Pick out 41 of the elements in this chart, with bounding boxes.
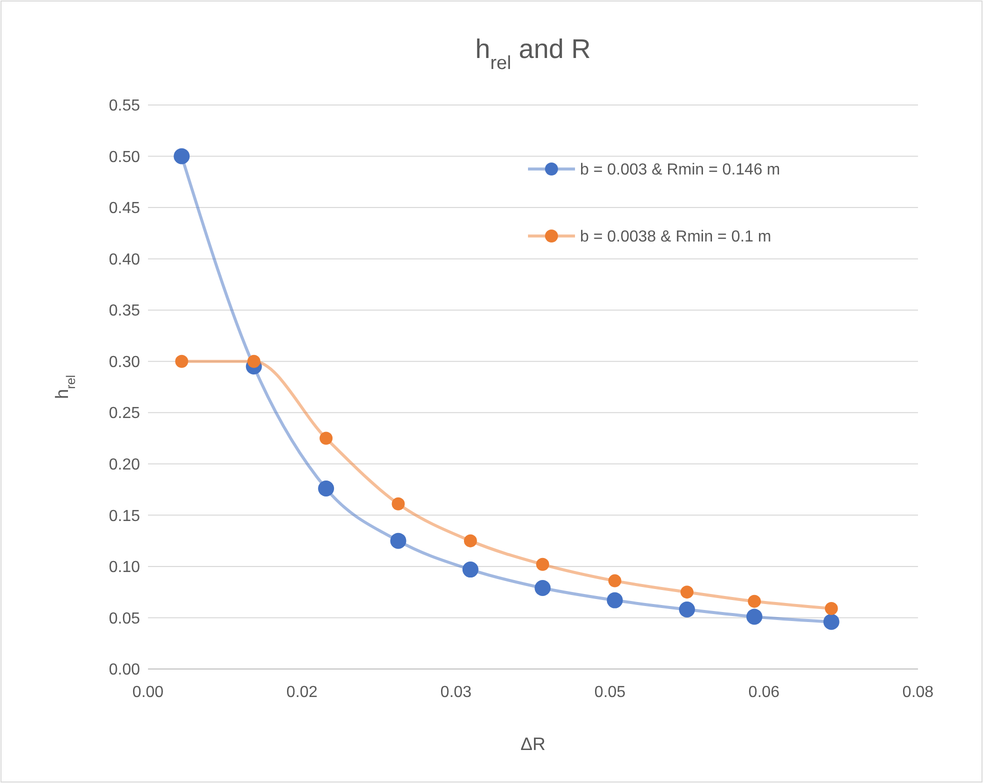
point xyxy=(320,432,333,445)
point xyxy=(462,562,478,578)
x-tick-label: 0.05 xyxy=(594,684,626,701)
x-tick-label: 0.06 xyxy=(748,684,780,701)
point xyxy=(534,580,551,596)
point xyxy=(823,614,840,630)
point xyxy=(247,354,260,368)
legend-label: b = 0.003 & Rmin = 0.146 m xyxy=(580,162,780,179)
y-tick-label: 0.00 xyxy=(108,662,140,679)
point xyxy=(175,354,188,368)
point xyxy=(679,602,695,618)
legend-label: b = 0.0038 & Rmin = 0.1 m xyxy=(580,228,772,246)
y-tick-label: 0.15 xyxy=(108,508,140,525)
x-tick-label: 0.02 xyxy=(286,684,318,701)
x-tick-label: 0.03 xyxy=(440,684,472,701)
x-axis-title: ΔR xyxy=(520,734,546,754)
y-tick-label: 0.20 xyxy=(108,456,140,474)
chart-title: h$_{rel}$ and R xyxy=(475,34,591,74)
y-tick-label: 0.40 xyxy=(108,251,140,268)
y-tick-label: 0.50 xyxy=(108,148,140,166)
point xyxy=(680,586,694,599)
point xyxy=(536,558,550,571)
y-tick-label: 0.30 xyxy=(108,354,140,371)
point xyxy=(824,602,838,615)
x-tick-label: 0.00 xyxy=(132,684,164,701)
point xyxy=(746,608,762,625)
point xyxy=(464,534,477,548)
y-tick-label: 0.35 xyxy=(108,302,140,320)
point xyxy=(608,574,622,588)
point xyxy=(174,148,190,164)
point xyxy=(392,497,405,510)
y-tick-label: 0.55 xyxy=(108,98,140,115)
y-tick-label: 0.10 xyxy=(108,559,140,576)
point xyxy=(606,592,623,608)
y-tick-label: 0.45 xyxy=(108,200,140,218)
y-tick-label: 0.25 xyxy=(108,405,140,422)
y-tick-label: 0.05 xyxy=(108,610,140,628)
point xyxy=(748,594,761,608)
x-tick-label: 0.08 xyxy=(902,684,934,701)
point xyxy=(318,480,334,497)
point xyxy=(390,532,406,549)
